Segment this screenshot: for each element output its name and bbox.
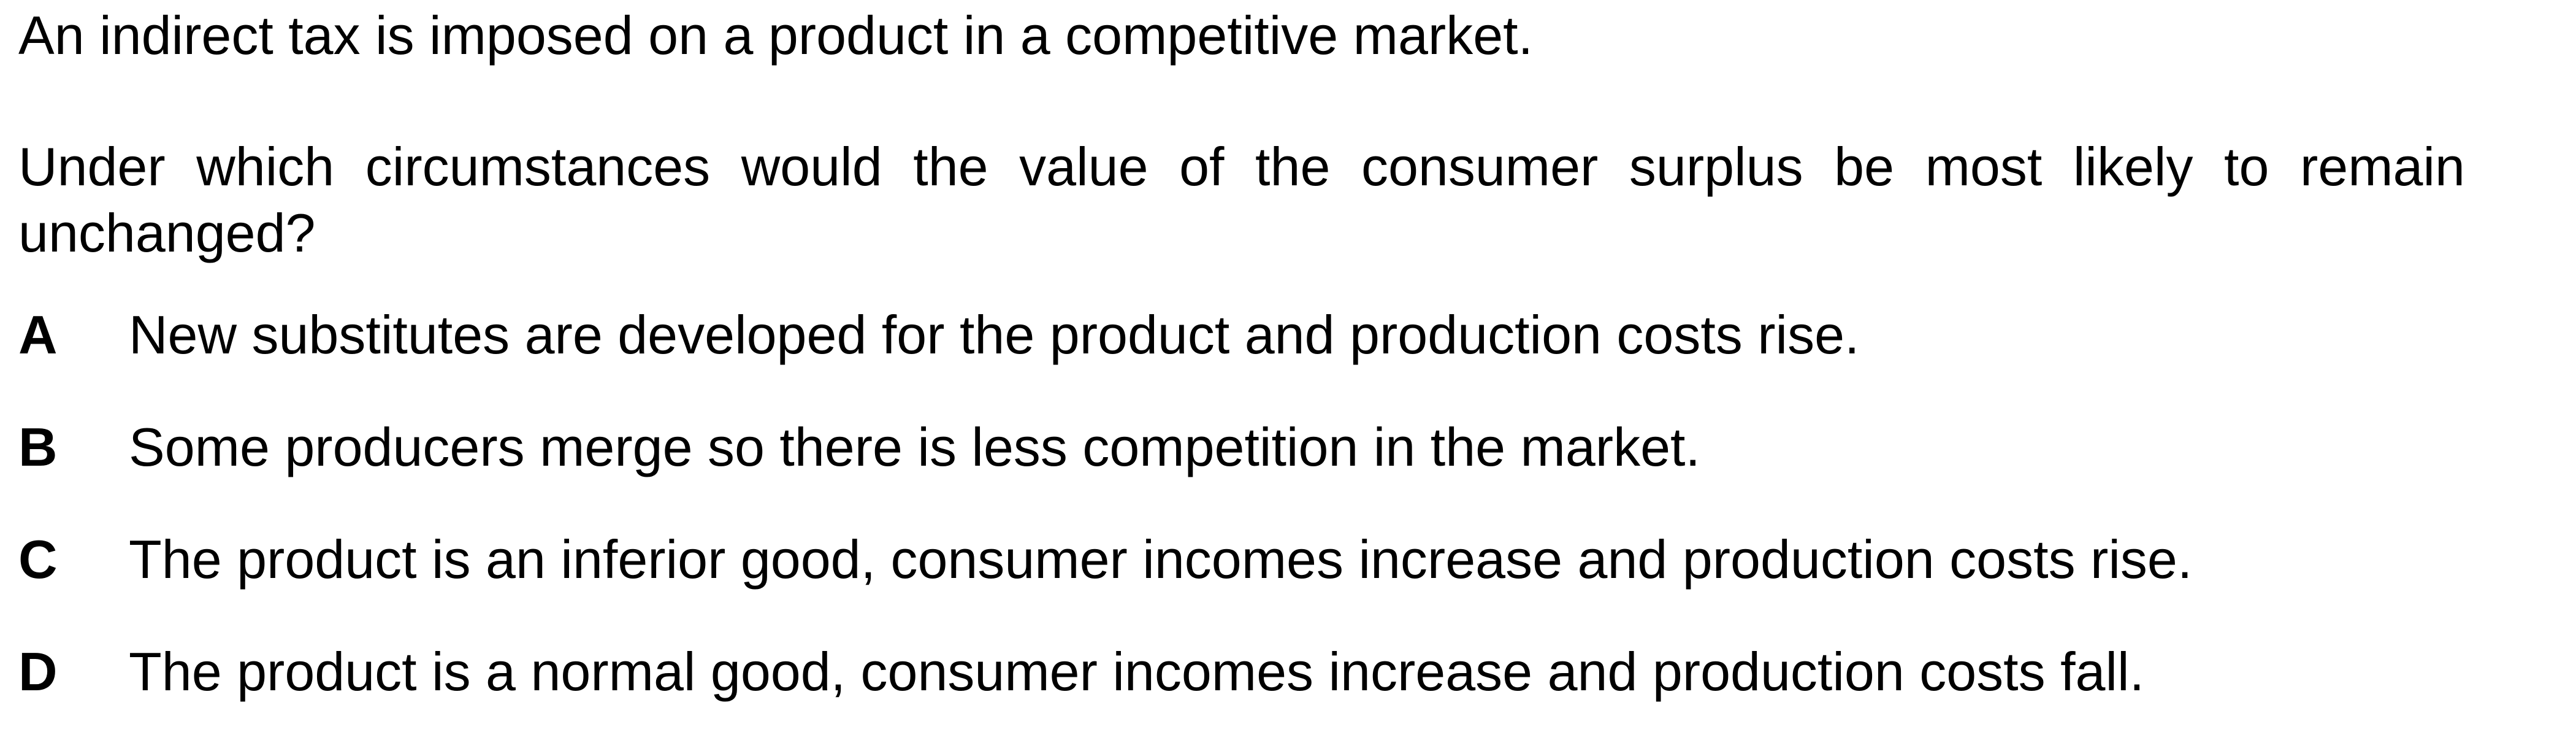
option-letter: B (18, 417, 58, 477)
option-text: The product is an inferior good, consume… (129, 529, 2193, 590)
option-d[interactable]: D The product is a normal good, consumer… (18, 639, 2471, 751)
option-letter: C (18, 529, 58, 590)
question-page: An indirect tax is imposed on a product … (18, 0, 2471, 751)
option-letter: A (18, 304, 58, 365)
option-letter: D (18, 641, 58, 702)
answer-options: A New substitutes are developed for the … (18, 302, 2471, 751)
option-text: Some producers merge so there is less co… (129, 417, 1700, 477)
question-stem: Under which circumstances would the valu… (18, 136, 2465, 263)
option-text: The product is a normal good, consumer i… (129, 641, 2145, 702)
option-a[interactable]: A New substitutes are developed for the … (18, 302, 2471, 414)
question-intro: An indirect tax is imposed on a product … (18, 5, 1534, 66)
option-text: New substitutes are developed for the pr… (129, 304, 1860, 365)
option-b[interactable]: B Some producers merge so there is less … (18, 414, 2471, 526)
option-c[interactable]: C The product is an inferior good, consu… (18, 526, 2471, 639)
